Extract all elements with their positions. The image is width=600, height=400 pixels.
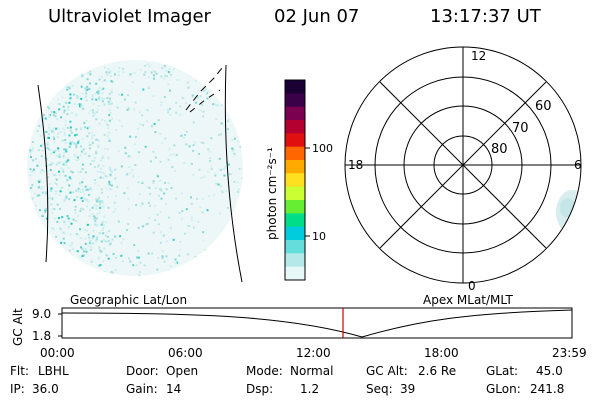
colorbar-band bbox=[285, 240, 305, 254]
glat-label: GLat: bbox=[486, 364, 519, 378]
colorbar-band bbox=[285, 173, 305, 188]
colorbar-band bbox=[285, 106, 305, 121]
colorbar-tick-100: 100 bbox=[312, 142, 333, 155]
glat-value: 45.0 bbox=[536, 364, 563, 378]
filter-label: Flt: bbox=[10, 364, 29, 378]
door-label: Door: bbox=[126, 364, 159, 378]
colorbar-band bbox=[285, 226, 305, 241]
dsp-label: Dsp: bbox=[246, 382, 274, 396]
colorbar-band bbox=[285, 186, 305, 201]
colorbar-band bbox=[285, 93, 305, 108]
colorbar-unit-label: photon cm⁻²s⁻¹ bbox=[265, 147, 279, 240]
mlt-label-0: 0 bbox=[468, 279, 476, 293]
ip-label: IP: bbox=[10, 382, 25, 396]
seq-label: Seq: bbox=[366, 382, 393, 396]
glon-label: GLon: bbox=[486, 382, 521, 396]
x-tick-1200: 12:00 bbox=[296, 346, 331, 360]
mlt-label-12: 12 bbox=[471, 49, 486, 63]
y-tick-1-8: 1.8 bbox=[32, 329, 51, 343]
polar-plot: 12 18 6 0 60 70 80 bbox=[344, 46, 582, 293]
gain-value: 14 bbox=[166, 382, 182, 396]
x-tick-0000: 00:00 bbox=[40, 346, 75, 360]
door-value: Open bbox=[166, 364, 199, 378]
colorbar-band bbox=[285, 80, 305, 94]
lat-label-60: 60 bbox=[535, 99, 552, 114]
mlt-label-6: 6 bbox=[574, 158, 582, 172]
colorbar: 100 10 photon cm⁻²s⁻¹ bbox=[265, 79, 333, 281]
x-tick-0600: 06:00 bbox=[168, 346, 203, 360]
lat-label-80: 80 bbox=[491, 142, 508, 157]
colorbar-band bbox=[285, 120, 305, 134]
colorbar-band bbox=[285, 200, 305, 214]
y-tick-9: 9.0 bbox=[32, 307, 51, 321]
colorbar-band bbox=[285, 160, 305, 174]
seq-value: 39 bbox=[400, 382, 416, 396]
mlt-label-18: 18 bbox=[348, 158, 363, 172]
gc-alt-value: 2.6 Re bbox=[418, 364, 457, 378]
x-tick-1800: 18:00 bbox=[424, 346, 459, 360]
x-tick-2359: 23:59 bbox=[552, 346, 587, 360]
colorbar-band bbox=[285, 133, 305, 148]
mode-label: Mode: bbox=[246, 364, 283, 378]
mode-value: Normal bbox=[290, 364, 334, 378]
orbit-timeline: Geographic Lat/Lon Apex MLat/MLT 9.0 1.8… bbox=[11, 293, 587, 360]
colorbar-band bbox=[285, 146, 305, 161]
glon-value: 241.8 bbox=[530, 382, 565, 396]
filter-value: LBHL bbox=[38, 364, 69, 378]
lat-label-70: 70 bbox=[512, 121, 529, 136]
colorbar-band bbox=[285, 253, 305, 268]
instrument-title: Ultraviolet Imager bbox=[48, 6, 211, 27]
gc-alt-label: GC Alt: bbox=[366, 364, 408, 378]
y-axis-label: GC Alt bbox=[11, 308, 25, 346]
ip-value: 36.0 bbox=[32, 382, 59, 396]
colorbar-band bbox=[285, 266, 305, 281]
dsp-value: 1.2 bbox=[300, 382, 320, 396]
timeline-right-label: Apex MLat/MLT bbox=[423, 293, 513, 307]
colorbar-band bbox=[285, 213, 305, 228]
date-label: 02 Jun 07 bbox=[274, 6, 360, 27]
timeline-left-label: Geographic Lat/Lon bbox=[70, 293, 187, 307]
colorbar-tick-10: 10 bbox=[312, 230, 326, 243]
earth-image bbox=[27, 60, 243, 283]
time-label: 13:17:37 UT bbox=[430, 6, 541, 27]
gain-label: Gain: bbox=[126, 382, 158, 396]
